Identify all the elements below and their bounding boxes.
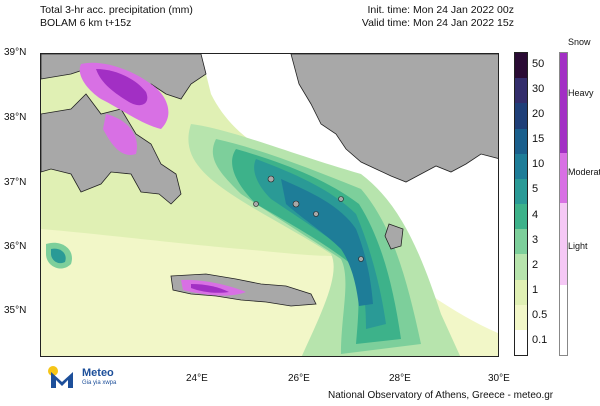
init-time: Init. time: Mon 24 Jan 2022 00z [367, 4, 514, 16]
land-peloponnese [41, 93, 182, 205]
legend-label: 5 [532, 183, 539, 196]
snow-legend-title: Snow [568, 37, 591, 47]
island [358, 256, 364, 262]
legend-label: 4 [532, 208, 539, 221]
snow-legend-swatch [560, 203, 567, 285]
title-line-2: BOLAM 6 km t+15z [40, 17, 132, 29]
legend-label: 0.5 [532, 309, 548, 322]
land-turkey [290, 54, 498, 183]
legend-swatch [515, 53, 527, 79]
time-info: Init. time: Mon 24 Jan 2022 00z Valid ti… [362, 4, 514, 30]
map-canvas [41, 54, 498, 356]
legend-swatch [515, 204, 527, 230]
precip-core-blue [281, 179, 373, 306]
snow-label-moderate: Moderate [568, 167, 600, 177]
lat-label-36: 36°N [4, 241, 27, 252]
legend-label: 30 [532, 82, 545, 95]
legend-label: 3 [532, 233, 539, 246]
legend-label: 10 [532, 158, 545, 171]
lon-label-30: 30°E [488, 373, 510, 384]
precip-west-core [51, 248, 66, 264]
legend-swatch [515, 128, 527, 155]
valid-time: Valid time: Mon 24 Jan 2022 15z [361, 17, 514, 29]
map-title: Total 3-hr acc. precipitation (mm) BOLAM… [40, 4, 193, 30]
land-rhodes [384, 223, 404, 250]
legend-swatch [515, 229, 527, 255]
title-line-1: Total 3-hr acc. precipitation (mm) [40, 4, 193, 16]
legend-label: 20 [532, 107, 545, 120]
logo-tagline: Gia yia xwpa [82, 380, 117, 386]
lat-label-38: 38°N [4, 112, 27, 123]
legend-swatch [515, 78, 527, 104]
snow-legend-swatch [560, 153, 567, 203]
lon-label-28: 28°E [389, 373, 411, 384]
lat-label-35: 35°N [4, 305, 27, 316]
lon-label-26: 26°E [288, 373, 310, 384]
lat-label-37: 37°N [4, 177, 27, 188]
legend-swatch [515, 304, 527, 331]
legend-label: 50 [532, 57, 545, 70]
legend-label: 0.1 [532, 334, 548, 347]
snow-label-light: Light [568, 241, 588, 251]
legend-swatch [515, 329, 527, 356]
snow-heavy-greece [96, 69, 148, 106]
island [338, 196, 344, 202]
snow-peloponnese [103, 114, 137, 155]
legend-swatch [515, 254, 527, 280]
footer-credit: National Observatory of Athens, Greece -… [328, 390, 554, 401]
snow-label-heavy: Heavy [568, 88, 594, 98]
legend-label: 2 [532, 258, 539, 271]
legend-swatch [515, 279, 527, 306]
island [253, 201, 259, 207]
island [292, 200, 300, 208]
lon-label-24: 24°E [186, 373, 208, 384]
lat-label-39: 39°N [4, 47, 27, 58]
legend-swatch [515, 103, 527, 129]
meteo-m-icon [48, 366, 73, 388]
legend-label: 1 [532, 284, 539, 297]
logo-name: Meteo [82, 367, 114, 379]
legend-swatch [515, 178, 527, 205]
precipitation-map [40, 53, 499, 357]
island [313, 211, 319, 217]
meteo-logo[interactable]: Meteo Gia yia xwpa [40, 358, 150, 398]
snow-crete-heavy [191, 284, 229, 293]
legend-swatch [515, 153, 527, 180]
legend-label: 15 [532, 133, 545, 146]
island [267, 175, 275, 183]
precip-legend-bar [514, 52, 528, 356]
snow-legend-bar [559, 52, 568, 356]
snow-legend-swatch [560, 53, 567, 153]
